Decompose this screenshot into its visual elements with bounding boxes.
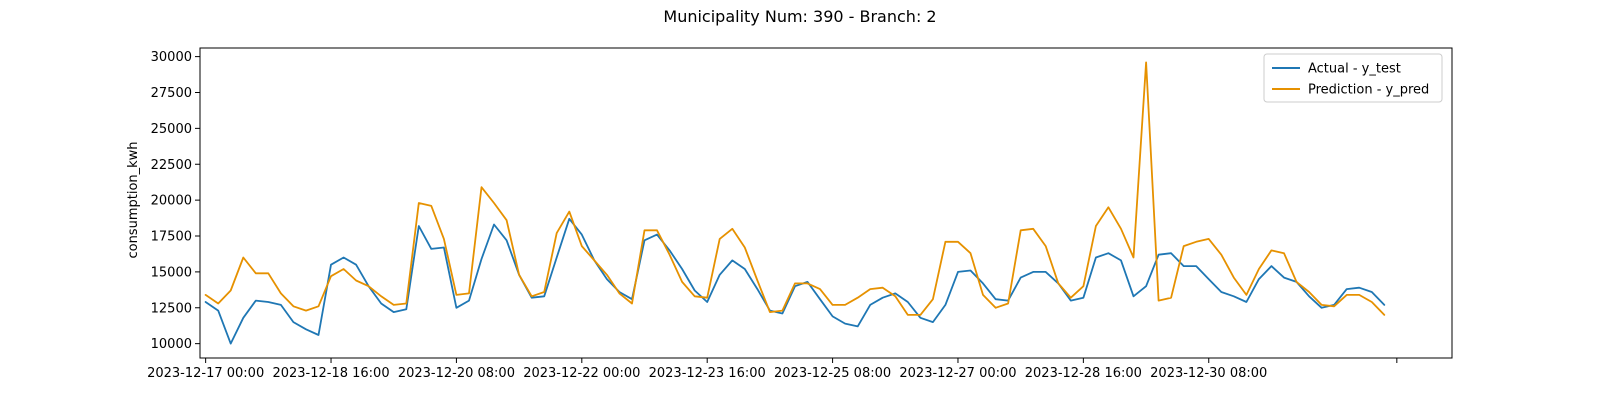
y-axis-ticks: 10000 12500 15000 17500 20000 22500 25000 27500… xyxy=(151,50,200,352)
plot-area: 10000 12500 15000 17500 20000 22500 25000 27500… xyxy=(147,47,1453,381)
y-tick-label: 15000 xyxy=(151,265,192,280)
y-tick-label: 20000 xyxy=(151,194,192,209)
x-tick-label: 2023-12-17 00:00 xyxy=(147,366,264,381)
legend-box xyxy=(1263,53,1443,103)
legend-label: Actual - y_test xyxy=(1308,62,1401,77)
x-tick-label: 2023-12-20 08:00 xyxy=(398,366,515,381)
x-tick-label: 2023-12-18 16:00 xyxy=(272,366,389,381)
y-axis-label: consumption_kwh xyxy=(126,141,141,258)
x-tick-label: 2023-12-27 00:00 xyxy=(899,366,1016,381)
legend: Actual - y_test Prediction - y_pred xyxy=(1263,53,1443,103)
series-line-prediction xyxy=(204,61,1386,316)
x-tick-label: 2023-12-22 00:00 xyxy=(523,366,640,381)
x-axis-ticks: 2023-12-17 00:00 2023-12-18 16:00 2023-12-… xyxy=(147,358,1398,381)
chart-title: Municipality Num: 390 - Branch: 2 xyxy=(663,7,936,26)
x-tick-label: 2023-12-25 08:00 xyxy=(774,366,891,381)
y-tick-label: 25000 xyxy=(151,122,192,137)
y-tick-label: 27500 xyxy=(151,86,192,101)
x-tick-label: 2023-12-30 08:00 xyxy=(1150,366,1267,381)
y-tick-label: 10000 xyxy=(151,337,192,352)
x-tick-label: 2023-12-23 16:00 xyxy=(649,366,766,381)
y-tick-label: 22500 xyxy=(151,158,192,173)
y-tick-label: 30000 xyxy=(151,50,192,65)
y-tick-label: 17500 xyxy=(151,230,192,245)
axes-frame xyxy=(199,47,1453,359)
series-line-actual xyxy=(204,217,1386,345)
legend-label: Prediction - y_pred xyxy=(1308,83,1429,98)
series-layer xyxy=(204,61,1386,345)
y-tick-label: 12500 xyxy=(151,301,192,316)
x-tick-label: 2023-12-28 16:00 xyxy=(1025,366,1142,381)
